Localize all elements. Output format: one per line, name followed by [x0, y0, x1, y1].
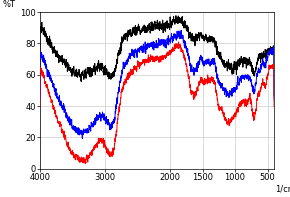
X-axis label: 1/cm: 1/cm — [276, 184, 290, 193]
Y-axis label: %T: %T — [3, 0, 16, 9]
